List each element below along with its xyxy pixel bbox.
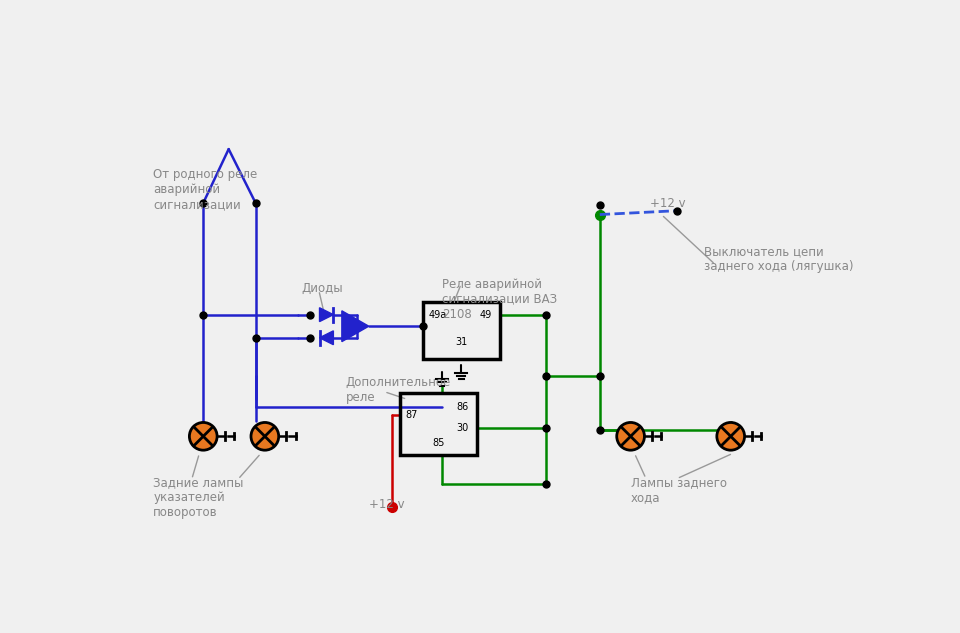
Text: Лампы заднего
хода: Лампы заднего хода xyxy=(631,477,727,505)
Text: Реле аварийной
сигнализации ВАЗ
2108: Реле аварийной сигнализации ВАЗ 2108 xyxy=(442,278,557,321)
Bar xyxy=(399,393,476,454)
Circle shape xyxy=(616,422,644,450)
Text: 86: 86 xyxy=(457,402,468,412)
Polygon shape xyxy=(320,331,333,345)
Text: Задние лампы
указателей
поворотов: Задние лампы указателей поворотов xyxy=(154,477,244,519)
Polygon shape xyxy=(342,311,369,342)
Text: 30: 30 xyxy=(457,423,468,433)
Text: 85: 85 xyxy=(432,438,444,448)
Circle shape xyxy=(189,422,217,450)
Text: Выключатель цепи
заднего хода (лягушка): Выключатель цепи заднего хода (лягушка) xyxy=(704,246,853,273)
Text: 49a: 49a xyxy=(429,310,447,320)
Polygon shape xyxy=(320,308,333,322)
Text: От родного реле
аварийной
сигнализации: От родного реле аварийной сигнализации xyxy=(154,168,257,211)
Circle shape xyxy=(251,422,278,450)
Bar xyxy=(422,301,500,360)
Circle shape xyxy=(717,422,745,450)
Text: 49: 49 xyxy=(480,310,492,320)
Text: 31: 31 xyxy=(455,337,468,347)
Text: +12 v: +12 v xyxy=(650,197,685,210)
Text: Дополнительное
реле: Дополнительное реле xyxy=(346,376,451,404)
Text: 87: 87 xyxy=(405,410,418,420)
Text: Диоды: Диоды xyxy=(301,282,344,296)
Text: +12 v: +12 v xyxy=(369,498,404,511)
